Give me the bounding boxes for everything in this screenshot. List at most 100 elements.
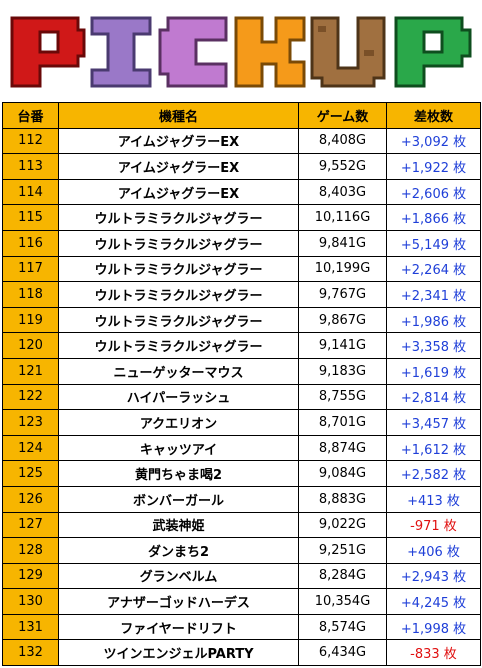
machine-number: 119 <box>2 306 59 334</box>
logo-letter-c <box>158 16 228 88</box>
table-row: 112 アイムジャグラーEX 8,408G +3,092 枚 <box>2 127 481 155</box>
machine-number: 114 <box>2 178 59 206</box>
coin-diff: +5,149 枚 <box>386 229 481 257</box>
machine-name: アイムジャグラーEX <box>58 153 299 180</box>
machine-name: アクエリオン <box>58 409 299 436</box>
game-count: 10,116G <box>298 204 387 231</box>
machine-number: 117 <box>2 255 59 283</box>
machine-number: 128 <box>2 537 59 564</box>
table-row: 113 アイムジャグラーEX 9,552G +1,922 枚 <box>2 153 481 180</box>
machine-name: ウルトラミラクルジャグラー <box>58 332 299 359</box>
machine-name: ウルトラミラクルジャグラー <box>58 306 299 334</box>
table-row: 114 アイムジャグラーEX 8,403G +2,606 枚 <box>2 178 481 206</box>
table-row: 125 黄門ちゃま喝2 9,084G +2,582 枚 <box>2 460 481 487</box>
logo-letter-u <box>310 16 386 88</box>
coin-diff: +1,998 枚 <box>386 613 481 641</box>
header-machine-number: 台番 <box>2 102 59 129</box>
machine-number: 113 <box>2 153 59 180</box>
game-count: 8,701G <box>298 409 387 436</box>
machine-number: 118 <box>2 281 59 308</box>
table-row: 121 ニューゲッターマウス 9,183G +1,619 枚 <box>2 357 481 385</box>
table-row: 115 ウルトラミラクルジャグラー 10,116G +1,866 枚 <box>2 204 481 231</box>
machine-name: 武装神姫 <box>58 511 299 539</box>
game-count: 9,022G <box>298 511 387 539</box>
machine-number: 122 <box>2 383 59 411</box>
game-count: 8,755G <box>298 383 387 411</box>
game-count: 8,284G <box>298 562 387 590</box>
machine-number: 126 <box>2 485 59 513</box>
table-row: 116 ウルトラミラクルジャグラー 9,841G +5,149 枚 <box>2 229 481 257</box>
game-count: 9,867G <box>298 306 387 334</box>
coin-diff: +1,922 枚 <box>386 153 481 180</box>
table-row: 124 キャッツアイ 8,874G +1,612 枚 <box>2 434 481 462</box>
game-count: 8,574G <box>298 613 387 641</box>
table-row: 120 ウルトラミラクルジャグラー 9,141G +3,358 枚 <box>2 332 481 359</box>
coin-diff: +1,612 枚 <box>386 434 481 462</box>
machine-name: ウルトラミラクルジャグラー <box>58 229 299 257</box>
machine-number: 132 <box>2 639 59 667</box>
machine-name: ウルトラミラクルジャグラー <box>58 281 299 308</box>
pickup-table-container: 台番 機種名 ゲーム数 差枚数 112 アイムジャグラーEX 8,408G +3,09… <box>2 102 481 667</box>
table-row: 118 ウルトラミラクルジャグラー 9,767G +2,341 枚 <box>2 281 481 308</box>
coin-diff: +1,619 枚 <box>386 357 481 385</box>
coin-diff: -971 枚 <box>386 511 481 539</box>
machine-name: アイムジャグラーEX <box>58 127 299 155</box>
pickup-banner <box>0 0 482 100</box>
table-row: 128 ダンまち2 9,251G +406 枚 <box>2 537 481 564</box>
table-row: 122 ハイパーラッシュ 8,755G +2,814 枚 <box>2 383 481 411</box>
machine-name: ボンバーガール <box>58 485 299 513</box>
coin-diff: +3,358 枚 <box>386 332 481 359</box>
coin-diff: +2,582 枚 <box>386 460 481 487</box>
machine-name: 黄門ちゃま喝2 <box>58 460 299 487</box>
machine-number: 121 <box>2 357 59 385</box>
logo-letter-k <box>234 16 306 88</box>
table-row: 119 ウルトラミラクルジャグラー 9,867G +1,986 枚 <box>2 306 481 334</box>
coin-diff: +1,866 枚 <box>386 204 481 231</box>
machine-name: ハイパーラッシュ <box>58 383 299 411</box>
machine-number: 120 <box>2 332 59 359</box>
machine-name: ウルトラミラクルジャグラー <box>58 204 299 231</box>
machine-name: キャッツアイ <box>58 434 299 462</box>
game-count: 9,251G <box>298 537 387 564</box>
machine-number: 115 <box>2 204 59 231</box>
machine-name: ツインエンジェルPARTY <box>58 639 299 667</box>
machine-name: ダンまち2 <box>58 537 299 564</box>
machine-number: 127 <box>2 511 59 539</box>
coin-diff: +4,245 枚 <box>386 588 481 615</box>
machine-number: 125 <box>2 460 59 487</box>
game-count: 8,403G <box>298 178 387 206</box>
coin-diff: +2,264 枚 <box>386 255 481 283</box>
table-row: 130 アナザーゴッドハーデス 10,354G +4,245 枚 <box>2 588 481 615</box>
game-count: 8,408G <box>298 127 387 155</box>
game-count: 6,434G <box>298 639 387 667</box>
machine-name: アナザーゴッドハーデス <box>58 588 299 615</box>
logo-letter-p-green <box>394 16 472 88</box>
machine-name: ニューゲッターマウス <box>58 357 299 385</box>
table-row: 126 ボンバーガール 8,883G +413 枚 <box>2 485 481 513</box>
coin-diff: +413 枚 <box>386 485 481 513</box>
header-coin-diff: 差枚数 <box>386 102 481 129</box>
game-count: 10,354G <box>298 588 387 615</box>
logo-letter-i <box>90 16 152 88</box>
table-row: 117 ウルトラミラクルジャグラー 10,199G +2,264 枚 <box>2 255 481 283</box>
game-count: 9,552G <box>298 153 387 180</box>
coin-diff: +2,606 枚 <box>386 178 481 206</box>
coin-diff: +406 枚 <box>386 537 481 564</box>
coin-diff: +2,341 枚 <box>386 281 481 308</box>
machine-number: 116 <box>2 229 59 257</box>
table-row: 132 ツインエンジェルPARTY 6,434G -833 枚 <box>2 639 481 667</box>
machine-name: アイムジャグラーEX <box>58 178 299 206</box>
game-count: 8,874G <box>298 434 387 462</box>
machine-number: 131 <box>2 613 59 641</box>
game-count: 9,841G <box>298 229 387 257</box>
game-count: 8,883G <box>298 485 387 513</box>
table-row: 131 ファイヤードリフト 8,574G +1,998 枚 <box>2 613 481 641</box>
table-row: 123 アクエリオン 8,701G +3,457 枚 <box>2 409 481 436</box>
pickup-logo <box>10 16 472 88</box>
machine-number: 123 <box>2 409 59 436</box>
machine-number: 124 <box>2 434 59 462</box>
logo-letter-p <box>10 16 86 88</box>
machine-number: 112 <box>2 127 59 155</box>
table-header-row: 台番 機種名 ゲーム数 差枚数 <box>2 102 481 129</box>
coin-diff: -833 枚 <box>386 639 481 667</box>
